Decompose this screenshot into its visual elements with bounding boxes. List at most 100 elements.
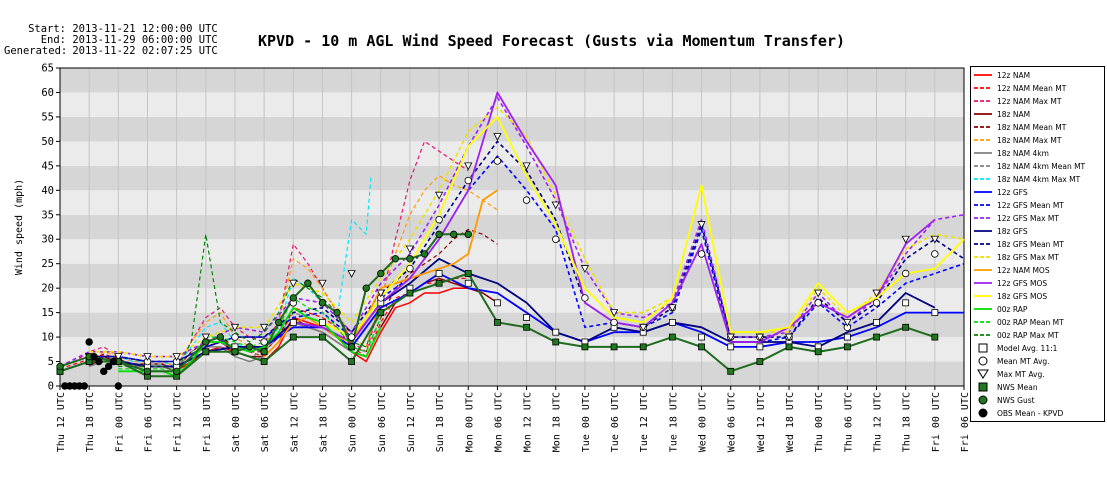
marker-nws-mean xyxy=(494,318,501,326)
legend-symbol xyxy=(978,382,988,392)
x-tick-label: Thu 18 UTC xyxy=(902,392,913,452)
x-tick-label: Tue 06 UTC xyxy=(610,392,621,452)
marker-model-avg-11-1 xyxy=(902,299,910,307)
legend-item: Model Avg. 11:1 xyxy=(974,342,1057,354)
end-row: End: 2013-11-29 06:00:00 UTC xyxy=(4,35,218,46)
x-tick-label: Thu 12 UTC xyxy=(56,392,67,452)
legend-swatch xyxy=(974,191,992,193)
marker-model-avg-11-1 xyxy=(873,318,880,326)
marker-obs-mean-kpvd xyxy=(104,362,113,371)
grid-band xyxy=(60,165,964,191)
marker-max-mt-avg- xyxy=(230,323,240,332)
x-tick-label: Sun 06 UTC xyxy=(377,392,388,452)
legend-swatch xyxy=(974,165,992,167)
marker-nws-mean xyxy=(873,333,880,341)
legend-item: Mean MT Avg. xyxy=(974,355,1050,367)
legend-item: 18z GFS Max MT xyxy=(974,251,1059,263)
marker-max-mt-avg- xyxy=(172,353,181,361)
legend-item: 12z GFS xyxy=(974,186,1028,198)
x-tick-label: Thu 06 UTC xyxy=(843,392,854,452)
start-value: 2013-11-21 12:00:00 UTC xyxy=(72,23,218,35)
y-tick-label: 45 xyxy=(41,160,54,172)
marker-nws-gust xyxy=(333,308,341,317)
legend-label: 12z NAM Max MT xyxy=(997,96,1062,106)
marker-max-mt-avg- xyxy=(901,235,910,244)
x-tick-label: Tue 00 UTC xyxy=(581,392,592,452)
marker-model-avg-11-1 xyxy=(494,299,501,307)
legend-label: 18z NAM 4km Max MT xyxy=(997,174,1081,184)
x-tick-label: Sat 12 UTC xyxy=(289,392,300,452)
legend-swatch xyxy=(974,256,992,258)
marker-max-mt-avg- xyxy=(464,162,473,171)
legend-symbol xyxy=(978,356,988,366)
x-tick-label: Fri 18 UTC xyxy=(202,392,213,452)
marker-nws-gust xyxy=(289,294,297,302)
legend-label: Max MT Avg. xyxy=(997,369,1045,379)
marker-nws-gust xyxy=(347,343,356,351)
legend-label: 18z NAM xyxy=(997,109,1031,119)
marker-mean-mt-avg- xyxy=(901,269,910,278)
marker-nws-mean xyxy=(931,333,939,341)
marker-nws-gust xyxy=(420,250,429,258)
marker-nws-mean xyxy=(435,279,443,287)
marker-model-avg-11-1 xyxy=(756,343,764,351)
marker-nws-mean xyxy=(289,333,297,341)
marker-max-mt-avg- xyxy=(289,279,298,288)
y-tick-label: 55 xyxy=(41,111,54,123)
y-tick-label: 10 xyxy=(41,332,54,344)
marker-nws-mean xyxy=(348,358,356,365)
x-tick-label: Tue 12 UTC xyxy=(639,392,650,452)
marker-mean-mt-avg- xyxy=(347,333,356,341)
y-tick-label: 25 xyxy=(41,258,54,270)
marker-max-mt-avg- xyxy=(522,162,531,171)
marker-nws-mean xyxy=(814,348,822,356)
run-metadata: Start: 2013-11-21 12:00:00 UTC End: 2013… xyxy=(4,24,218,57)
marker-nws-mean xyxy=(377,309,385,317)
x-tick-label: Wed 12 UTC xyxy=(756,392,767,452)
grid-band xyxy=(60,190,964,215)
marker-mean-mt-avg- xyxy=(581,294,589,302)
start-row: Start: 2013-11-21 12:00:00 UTC xyxy=(4,24,218,35)
legend-label: 12z GFS Mean MT xyxy=(997,200,1064,210)
marker-mean-mt-avg- xyxy=(464,176,472,185)
marker-nws-gust xyxy=(318,299,327,307)
legend-item: 12z GFS Max MT xyxy=(974,212,1059,224)
legend-item: NWS Mean xyxy=(974,381,1038,393)
marker-nws-gust xyxy=(304,279,312,287)
y-tick-label: 40 xyxy=(41,185,54,197)
legend-swatch xyxy=(974,321,992,323)
legend-swatch xyxy=(978,343,988,353)
legend-item: NWS Gust xyxy=(974,394,1035,406)
legend-label: 12z GFS xyxy=(997,187,1028,197)
end-label: End: xyxy=(40,34,66,46)
legend-symbol xyxy=(978,408,988,418)
legend-label: 12z NAM Mean MT xyxy=(997,83,1067,93)
x-tick-label: Fri 00 UTC xyxy=(931,392,942,452)
grid-band xyxy=(60,68,964,93)
legend: 12z NAM 12z NAM Mean MT 12z NAM Max MT 18z … xyxy=(970,66,1105,422)
legend-swatch xyxy=(974,126,992,128)
legend-item: 18z NAM Max MT xyxy=(974,134,1061,146)
legend-swatch xyxy=(974,100,992,102)
marker-mean-mt-avg- xyxy=(697,250,706,258)
generated-value: 2013-11-22 02:07:25 UTC xyxy=(72,45,218,57)
marker-mean-mt-avg- xyxy=(260,338,268,346)
marker-nws-mean xyxy=(756,358,764,365)
legend-swatch xyxy=(974,282,992,284)
marker-nws-gust xyxy=(391,255,400,263)
x-tick-label: Sat 06 UTC xyxy=(260,392,271,452)
legend-label: 18z NAM Max MT xyxy=(997,135,1062,145)
x-tick-label: Thu 18 UTC xyxy=(85,392,96,452)
marker-mean-mt-avg- xyxy=(610,318,618,327)
marker-obs-mean-kpvd xyxy=(109,357,118,366)
legend-item: 18z GFS Mean MT xyxy=(974,238,1064,250)
legend-item: 12z GFS Mean MT xyxy=(974,199,1064,211)
x-tick-label: Sun 00 UTC xyxy=(348,392,359,452)
marker-nws-gust xyxy=(275,318,283,327)
legend-item: Max MT Avg. xyxy=(974,368,1045,380)
y-tick-label: 60 xyxy=(41,87,54,99)
marker-mean-mt-avg- xyxy=(872,299,881,307)
series-line-12z-gfs-mean-mt xyxy=(59,155,965,368)
wind-speed-chart: 0 5 10 15 20 25 30 35 40 45 50 55 60 65 Wind speed (mp… xyxy=(14,63,968,453)
marker-max-mt-avg- xyxy=(755,333,765,342)
